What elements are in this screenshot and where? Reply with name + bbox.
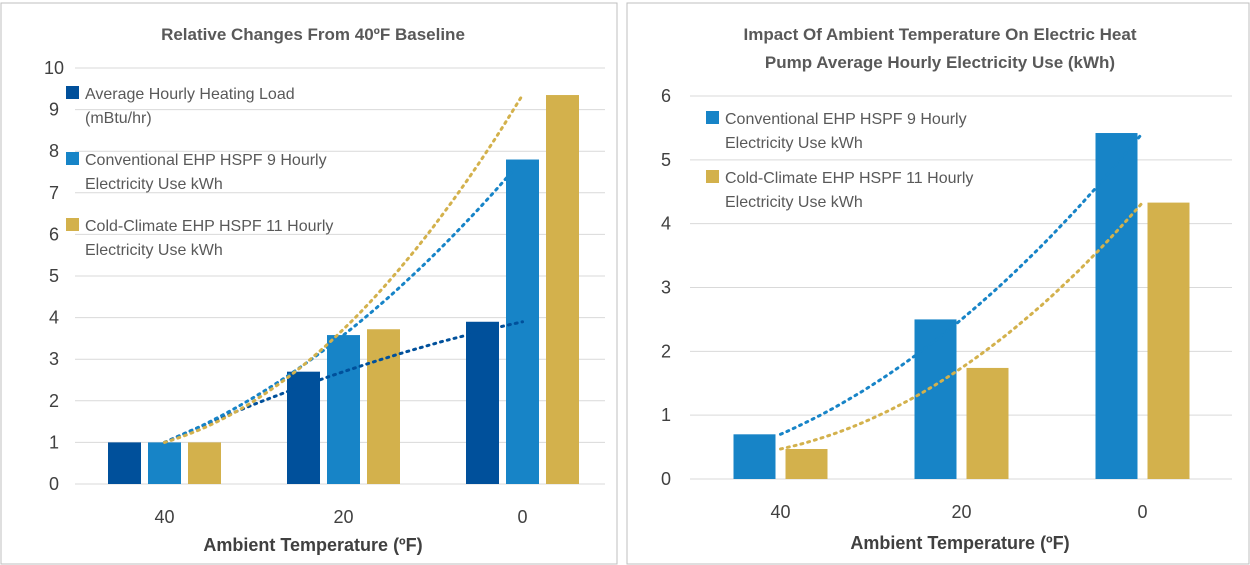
bar [733,434,776,479]
legend-label: Electricity Use kWh [85,176,223,193]
legend-label: Electricity Use kWh [725,135,863,152]
y-tick-label: 6 [49,224,59,244]
legend-label: Electricity Use kWh [85,242,223,259]
bar [287,371,320,484]
y-tick-label: 4 [49,308,59,328]
y-tick-label: 3 [49,349,59,369]
bar [108,442,141,484]
y-tick-label: 9 [49,100,59,120]
trendline [779,201,1144,451]
bar [785,448,828,479]
legend-label: Conventional EHP HSPF 9 Hourly [725,111,967,128]
y-tick-label: 5 [661,150,671,170]
y-tick-label: 5 [49,266,59,286]
legend-swatch [66,218,79,231]
y-tick-label: 1 [49,432,59,452]
y-tick-label: 0 [661,469,671,489]
legend-label: Cold-Climate EHP HSPF 11 Hourly [85,218,333,235]
bar [367,329,400,484]
legend-label: Cold-Climate EHP HSPF 11 Hourly [725,170,973,187]
y-tick-label: 8 [49,141,59,161]
chart-right-x-ticks: 40 20 0 [770,502,1147,522]
chart-right-trendlines [779,131,1144,451]
legend-swatch [706,170,719,183]
bar [327,335,360,484]
x-tick-label: 0 [1137,502,1147,522]
chart-right: Impact Of Ambient Temperature On Electri… [626,2,1250,565]
bar [466,321,499,484]
chart-right-title-line-2: Pump Average Hourly Electricity Use (kWh… [765,53,1115,72]
chart-left-y-ticks: 0 1 2 3 4 5 6 7 8 9 10 [44,58,64,494]
legend-swatch [66,152,79,165]
chart-right-y-ticks: 0 1 2 3 4 5 6 [661,86,671,489]
y-tick-label: 0 [49,474,59,494]
chart-left-x-ticks: 40 20 0 [154,507,527,527]
legend-label: Average Hourly Heating Load [85,86,295,103]
bar [546,95,579,484]
legend-label: Electricity Use kWh [725,194,863,211]
chart-right-legend: Conventional EHP HSPF 9 Hourly Electricit… [706,111,973,211]
y-tick-label: 3 [661,278,671,298]
y-tick-label: 6 [661,86,671,106]
chart-left-title: Relative Changes From 40ºF Baseline [161,25,465,44]
chart-right-x-axis-title: Ambient Temperature (ºF) [850,533,1069,553]
x-tick-label: 40 [154,507,174,527]
y-tick-label: 2 [661,341,671,361]
legend-swatch [706,111,719,124]
chart-left-legend: Average Hourly Heating Load (mBtu/hr) Conv… [66,86,333,259]
chart-right-gridlines [690,95,1232,480]
bar [188,442,221,484]
chart-left-bars [108,95,579,484]
bar [914,319,957,479]
chart-right-bars [733,133,1190,480]
y-tick-label: 10 [44,58,64,78]
chart-right-title-line-1: Impact Of Ambient Temperature On Electri… [744,25,1137,44]
chart-left-trendlines [163,93,524,444]
trendline [163,158,524,444]
trendline [163,93,524,444]
y-tick-label: 2 [49,391,59,411]
chart-left-x-axis-title: Ambient Temperature (ºF) [203,535,422,555]
x-tick-label: 0 [517,507,527,527]
chart-left: Relative Changes From 40ºF Baseline 0 1 2 3… [0,2,618,565]
x-tick-label: 40 [770,502,790,522]
bar [1095,133,1138,480]
y-tick-label: 4 [661,214,671,234]
x-tick-label: 20 [951,502,971,522]
legend-swatch [66,86,79,99]
bar [1147,202,1190,479]
bar [966,367,1009,479]
legend-label: (mBtu/hr) [85,110,152,127]
x-tick-label: 20 [333,507,353,527]
y-tick-label: 1 [661,405,671,425]
bar [148,442,181,484]
legend-label: Conventional EHP HSPF 9 Hourly [85,152,327,169]
y-tick-label: 7 [49,183,59,203]
